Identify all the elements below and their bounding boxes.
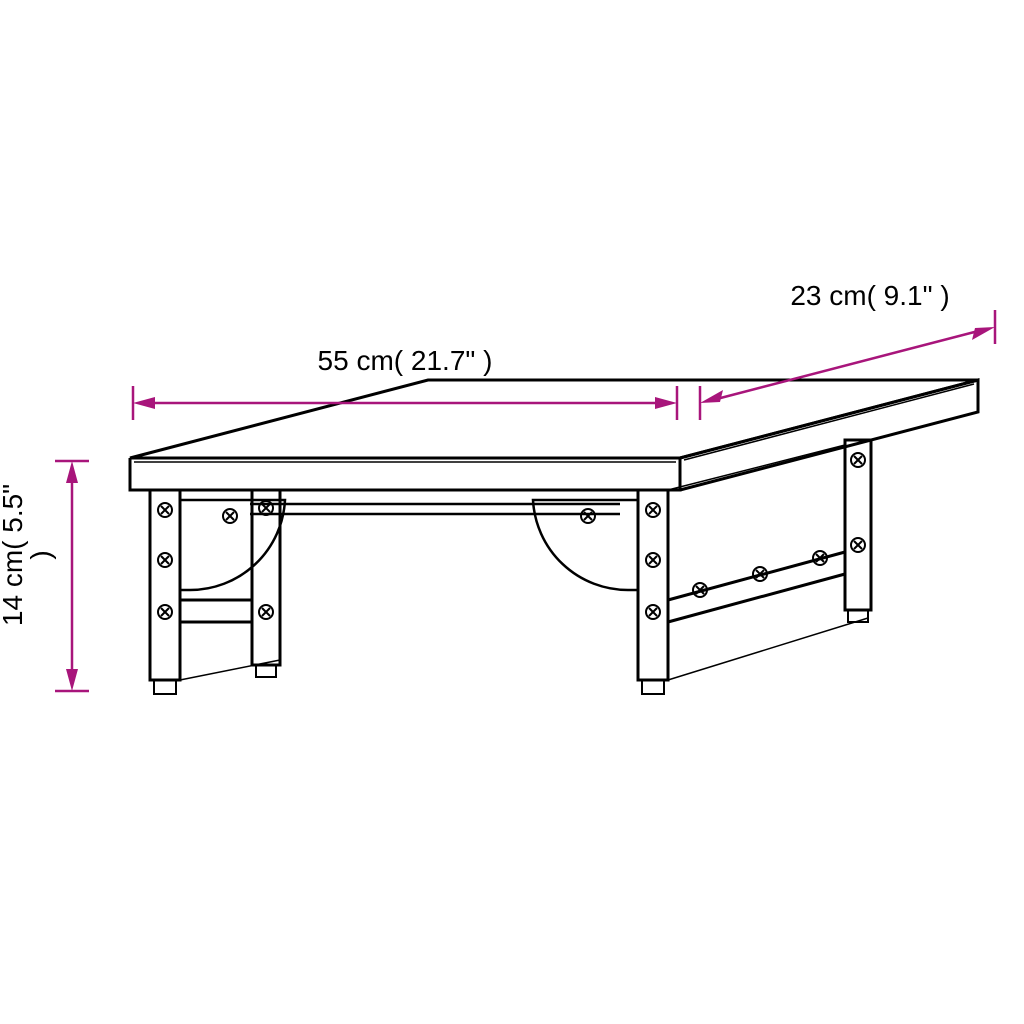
dimension-width: 55 cm( 21.7" ) — [133, 345, 677, 420]
dimension-depth: 23 cm( 9.1" ) — [700, 280, 995, 420]
dimension-height-label-1: 14 cm( 5.5" — [0, 484, 28, 626]
dimension-height-label-2: ) — [25, 550, 56, 559]
dimension-height: 14 cm( 5.5" ) — [0, 461, 89, 691]
dimension-depth-label: 23 cm( 9.1" ) — [790, 280, 949, 311]
dimension-width-label: 55 cm( 21.7" ) — [318, 345, 493, 376]
